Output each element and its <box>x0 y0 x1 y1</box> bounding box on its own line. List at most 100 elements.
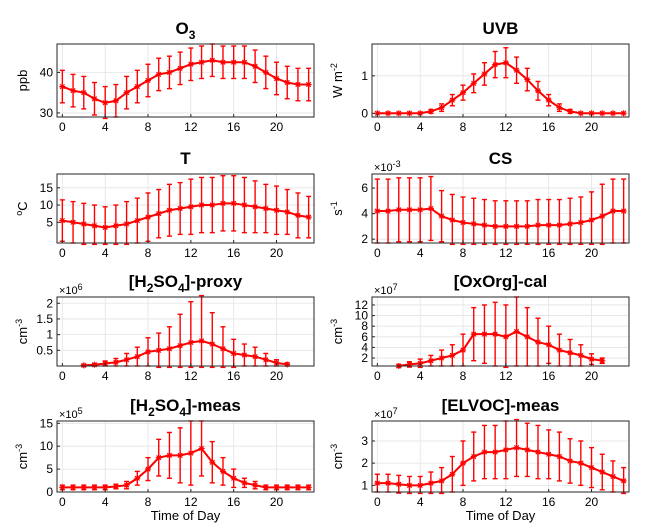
y-tick-label: 0.5 <box>36 343 53 357</box>
y-tick-label: 30 <box>40 106 54 120</box>
data-point <box>620 477 627 484</box>
data-point <box>449 97 456 104</box>
x-tick-label: 4 <box>102 369 109 383</box>
data-point <box>502 59 509 66</box>
axis-exponent: ×107 <box>374 282 398 297</box>
data-point <box>470 331 477 338</box>
x-tick-label: 4 <box>417 120 424 134</box>
data-point <box>502 333 509 340</box>
data-point <box>284 361 291 368</box>
data-point <box>80 89 87 96</box>
data-point <box>385 480 392 487</box>
x-tick-label: 12 <box>499 369 513 383</box>
x-tick-label: 8 <box>145 369 152 383</box>
data-point <box>112 483 119 490</box>
data-point <box>70 219 77 226</box>
y-tick-label: 4 <box>361 340 368 354</box>
x-tick-label: 12 <box>184 495 198 509</box>
data-point <box>294 212 301 219</box>
data-point <box>219 345 226 352</box>
data-point <box>177 342 184 349</box>
x-tick-label: 0 <box>374 495 381 509</box>
axes-frame <box>56 296 315 367</box>
x-tick-label: 8 <box>145 495 152 509</box>
data-point <box>91 222 98 229</box>
data-point <box>502 223 509 230</box>
axes-frame <box>56 420 315 493</box>
data-point <box>556 347 563 354</box>
data-point <box>198 445 205 452</box>
data-point <box>134 83 141 90</box>
data-point <box>252 353 259 360</box>
data-point <box>187 450 194 457</box>
data-point <box>385 208 392 215</box>
data-point <box>198 59 205 66</box>
x-tick-label: 0 <box>59 369 66 383</box>
x-tick-label: 4 <box>417 246 424 260</box>
y-tick-label: 10 <box>355 309 369 323</box>
chart-title-7: [ELVOC]-meas <box>442 396 560 415</box>
data-point <box>209 341 216 348</box>
data-point <box>534 87 541 94</box>
data-point <box>567 457 574 464</box>
data-point <box>241 202 248 209</box>
y-tick-label: 10 <box>40 198 54 212</box>
x-tick-label: 12 <box>184 120 198 134</box>
data-point <box>524 446 531 453</box>
axes-frame <box>371 173 630 244</box>
data-point <box>609 473 616 480</box>
data-point <box>588 356 595 363</box>
data-point <box>513 223 520 230</box>
data-point <box>620 110 627 117</box>
data-point <box>145 348 152 355</box>
data-point <box>230 350 237 357</box>
x-tick-label: 16 <box>227 495 241 509</box>
data-point <box>187 203 194 210</box>
data-point <box>70 87 77 94</box>
data-point <box>273 75 280 82</box>
data-point <box>609 110 616 117</box>
data-point <box>91 95 98 102</box>
data-point <box>187 61 194 68</box>
x-tick-label: 0 <box>59 120 66 134</box>
data-point <box>481 222 488 229</box>
x-axis-label: Time of Day <box>466 508 536 523</box>
chart-title-subscript: 4 <box>178 281 185 295</box>
x-tick-label: 16 <box>542 246 556 260</box>
data-point <box>449 352 456 359</box>
data-point <box>449 471 456 478</box>
data-point <box>599 110 606 117</box>
data-point <box>567 220 574 227</box>
data-point <box>492 223 499 230</box>
data-point <box>577 352 584 359</box>
data-point <box>145 77 152 84</box>
data-point <box>262 205 269 212</box>
y-tick-label: 2 <box>46 296 53 310</box>
data-point <box>438 355 445 362</box>
axis-exponent: ×105 <box>59 406 83 421</box>
y-axis-label: s-1 <box>329 201 345 216</box>
x-tick-label: 20 <box>585 246 599 260</box>
data-point <box>427 205 434 212</box>
data-point <box>545 97 552 104</box>
data-point <box>427 108 434 115</box>
chart-title-main: T <box>180 149 191 168</box>
x-tick-label: 16 <box>227 369 241 383</box>
data-point <box>241 352 248 359</box>
data-point <box>123 221 130 228</box>
data-point <box>385 110 392 117</box>
data-point <box>262 69 269 76</box>
data-point <box>427 480 434 487</box>
data-point <box>395 206 402 213</box>
data-point <box>620 208 627 215</box>
data-point <box>123 356 130 363</box>
data-point <box>470 453 477 460</box>
data-point <box>481 331 488 338</box>
data-point <box>460 89 467 96</box>
data-point <box>155 347 162 354</box>
data-point <box>177 205 184 212</box>
axes-frame <box>371 43 630 118</box>
y-tick-label: 1 <box>361 69 368 83</box>
